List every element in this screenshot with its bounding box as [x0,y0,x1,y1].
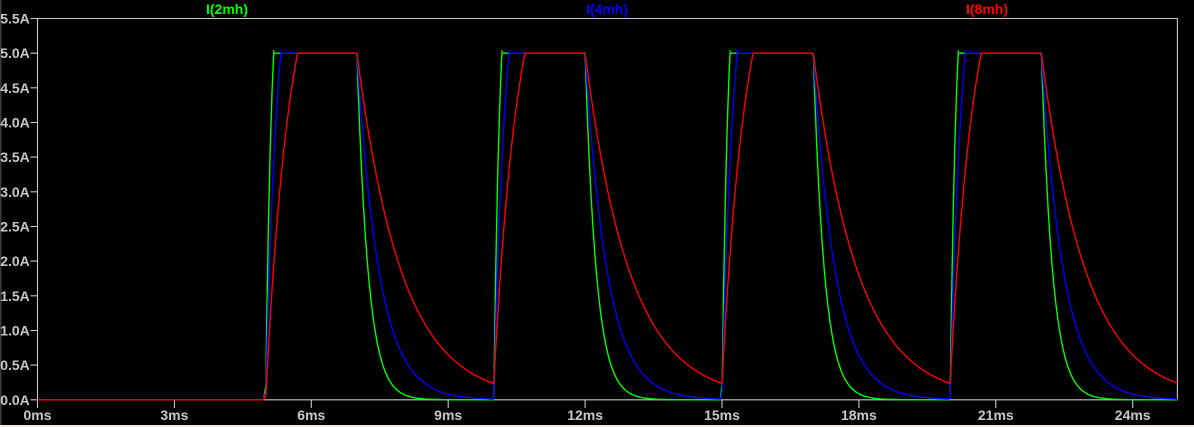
svg-text:18ms: 18ms [841,407,877,423]
svg-text:9ms: 9ms [434,407,462,423]
svg-text:1.0A: 1.0A [0,323,30,339]
svg-text:5.5A: 5.5A [0,11,30,27]
svg-text:12ms: 12ms [567,407,603,423]
svg-text:0.5A: 0.5A [0,357,30,373]
svg-text:2.5A: 2.5A [0,219,30,235]
svg-text:3.0A: 3.0A [0,184,30,200]
svg-text:I(8mh): I(8mh) [966,1,1008,17]
svg-text:0.0A: 0.0A [0,392,30,408]
svg-text:4.5A: 4.5A [0,80,30,96]
svg-text:5.0A: 5.0A [0,45,30,61]
svg-text:3ms: 3ms [160,407,188,423]
svg-text:I(4mh): I(4mh) [586,1,628,17]
svg-text:15ms: 15ms [704,407,740,423]
svg-text:0ms: 0ms [23,407,51,423]
svg-text:2.0A: 2.0A [0,253,30,269]
svg-text:4.0A: 4.0A [0,115,30,131]
svg-text:24ms: 24ms [1115,407,1151,423]
svg-text:3.5A: 3.5A [0,149,30,165]
svg-text:1.5A: 1.5A [0,288,30,304]
svg-text:6ms: 6ms [297,407,325,423]
svg-text:I(2mh): I(2mh) [206,1,248,17]
svg-text:21ms: 21ms [978,407,1014,423]
